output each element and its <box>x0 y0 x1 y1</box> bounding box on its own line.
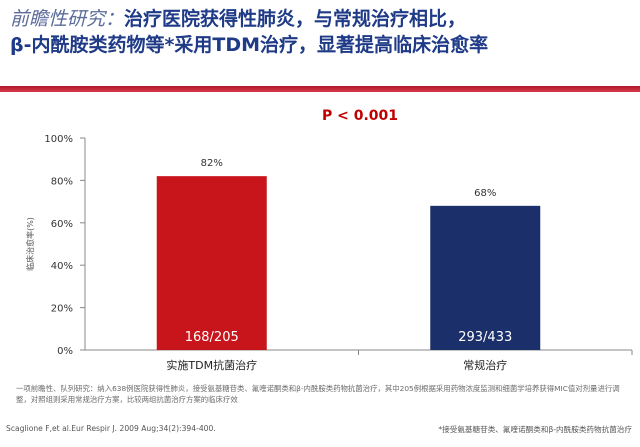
y-tick-label: 0% <box>57 346 73 357</box>
y-axis-label: 临床治愈率(%) <box>25 217 35 271</box>
y-tick-label: 80% <box>51 176 73 187</box>
y-tick-label: 100% <box>44 134 73 145</box>
study-footnote: 一项前瞻性、队列研究：纳入638例医院获得性肺炎，接受氨基糖苷类、氟喹诺酮类和β… <box>16 384 620 404</box>
y-tick-label: 60% <box>51 219 73 230</box>
bar-value-label: 68% <box>474 188 496 199</box>
x-tick-label: 常规治疗 <box>463 358 507 372</box>
p-value-label: P < 0.001 <box>321 108 399 124</box>
slide-title: 前瞻性研究：治疗医院获得性肺炎，与常规治疗相比， β-内酰胺类药物等*采用TDM… <box>10 6 635 58</box>
bar <box>156 176 267 350</box>
bar-value-label: 82% <box>201 158 223 169</box>
bar-inner-label: 293/433 <box>458 330 512 345</box>
title-divider <box>0 86 640 92</box>
bar-inner-label: 168/205 <box>185 330 239 345</box>
title-lead: 前瞻性研究： <box>10 8 125 30</box>
bar <box>430 205 541 350</box>
y-tick-label: 40% <box>51 261 73 272</box>
citation: Scaglione F,et al.Eur Respir J. 2009 Aug… <box>6 424 216 433</box>
y-tick-label: 20% <box>51 304 73 315</box>
title-line-2: β-内酰胺类药物等*采用TDM治疗，显著提高临床治愈率 <box>10 34 489 56</box>
asterisk-note: *接受氨基糖苷类、氟喹诺酮类和β-内酰胺类药物抗菌治疗 <box>438 425 632 434</box>
title-line-1: 前瞻性研究：治疗医院获得性肺炎，与常规治疗相比， <box>10 6 635 32</box>
x-tick-label: 实施TDM抗菌治疗 <box>166 358 257 372</box>
title-line-1-text: 治疗医院获得性肺炎，与常规治疗相比， <box>124 8 467 30</box>
